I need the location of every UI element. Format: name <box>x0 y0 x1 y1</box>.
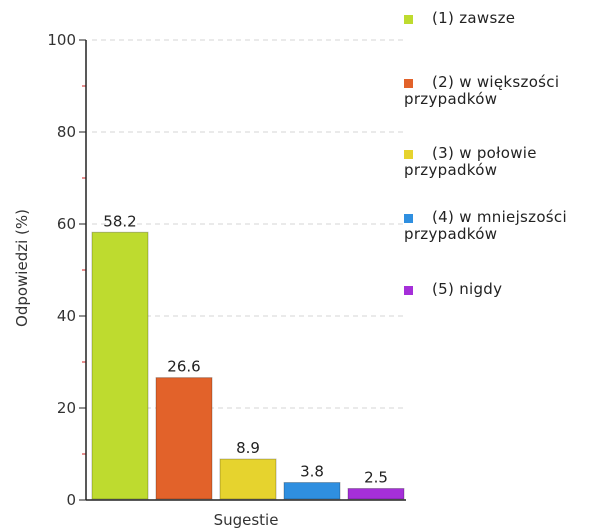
bar <box>347 488 405 500</box>
bar <box>283 482 341 500</box>
data-labels: 58.2 26.6 8.9 3.8 2.5 <box>103 212 388 486</box>
x-axis-title: Sugestie <box>214 511 279 529</box>
y-tick-label: 80 <box>57 123 76 141</box>
bars <box>91 231 405 500</box>
data-label: 2.5 <box>364 469 388 487</box>
legend-swatch <box>404 214 413 223</box>
bar <box>91 231 149 500</box>
legend-swatch <box>404 79 413 88</box>
data-label: 26.6 <box>167 358 200 376</box>
y-tick-label: 40 <box>57 307 76 325</box>
legend-label: (2) w większości przypadków <box>404 73 560 108</box>
legend-label: (1) zawsze <box>432 9 516 27</box>
bar <box>155 377 213 500</box>
y-tick-label: 60 <box>57 215 76 233</box>
legend-label: (5) nigdy <box>432 280 503 298</box>
axes: 0 20 40 60 80 100 <box>47 31 406 509</box>
legend-swatch <box>404 150 413 159</box>
legend-swatch <box>404 286 413 295</box>
data-label: 58.2 <box>103 212 136 230</box>
y-axis-title: Odpowiedzi (%) <box>13 209 31 327</box>
bar <box>219 458 277 500</box>
data-label: 8.9 <box>236 439 260 457</box>
data-label: 3.8 <box>300 463 324 481</box>
y-tick-label: 0 <box>66 491 76 509</box>
legend-label: (4) w mniejszości przypadków <box>404 208 567 243</box>
y-tick-label: 20 <box>57 399 76 417</box>
legend-swatch <box>404 15 413 24</box>
y-tick-label: 100 <box>47 31 76 49</box>
legend-label: (3) w połowie przypadków <box>404 144 537 179</box>
grid-lines <box>92 39 406 409</box>
